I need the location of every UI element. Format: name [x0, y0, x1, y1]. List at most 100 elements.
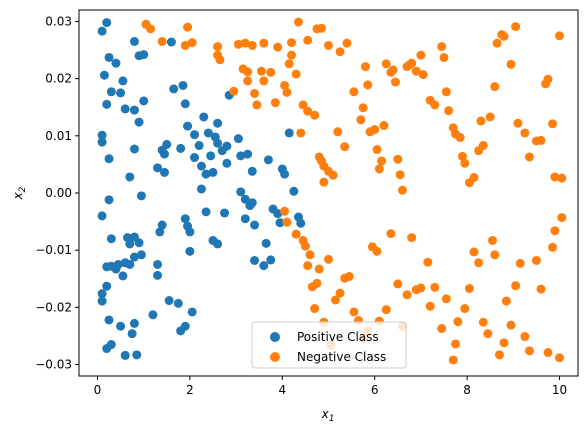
positive-class-point [196, 184, 206, 194]
negative-class-point [499, 31, 509, 41]
positive-class-point [104, 195, 114, 205]
negative-class-point [536, 135, 546, 145]
negative-class-point [349, 87, 359, 97]
negative-class-point [291, 69, 301, 79]
positive-class-point [136, 250, 146, 260]
negative-class-point [499, 338, 509, 348]
negative-class-point [515, 258, 525, 268]
positive-class-point [289, 186, 299, 196]
x-tick-label: 8 [463, 383, 471, 397]
positive-class-point [106, 87, 116, 97]
positive-class-point [104, 52, 114, 62]
negative-class-point [469, 247, 479, 257]
positive-class-point [159, 167, 169, 177]
positive-class-point [273, 209, 283, 219]
negative-class-point [247, 40, 257, 50]
positive-class-point [250, 255, 260, 265]
positive-class-point [275, 218, 285, 228]
negative-class-point [381, 305, 391, 315]
positive-class-point [296, 218, 306, 228]
positive-class-point [129, 105, 139, 115]
negative-class-point [444, 106, 454, 116]
negative-class-point [423, 257, 433, 267]
negative-class-point [453, 317, 463, 327]
negative-class-point [379, 121, 389, 131]
legend-marker-positive [270, 332, 280, 342]
positive-class-point [116, 321, 126, 331]
negative-class-point [478, 317, 488, 327]
negative-class-point [287, 50, 297, 60]
negative-class-point [280, 206, 290, 216]
negative-class-point [557, 173, 567, 183]
x-tick-label: 6 [371, 383, 379, 397]
negative-class-point [266, 67, 276, 77]
negative-class-point [358, 103, 368, 113]
negative-class-point [356, 115, 366, 125]
negative-class-point [259, 38, 269, 48]
negative-class-point [386, 229, 396, 239]
negative-class-point [550, 226, 560, 236]
negative-class-point [324, 40, 333, 50]
negative-class-point [293, 17, 303, 27]
negative-class-point [180, 40, 190, 50]
negative-class-point [372, 145, 382, 155]
positive-class-point [120, 104, 130, 114]
negative-class-point [494, 350, 504, 360]
negative-class-point [464, 284, 474, 294]
positive-class-point [136, 191, 146, 201]
negative-class-point [303, 35, 313, 45]
negative-class-point [330, 295, 340, 305]
positive-class-point [185, 227, 195, 237]
y-tick-label: 0.01 [45, 129, 72, 143]
negative-class-point [437, 324, 447, 334]
positive-class-point [208, 167, 218, 177]
positive-class-point [236, 151, 246, 161]
negative-class-point [520, 332, 530, 342]
negative-class-point [335, 47, 345, 57]
negative-class-point [439, 52, 449, 62]
positive-class-point [263, 155, 273, 165]
positive-class-point [233, 134, 243, 144]
negative-class-point [328, 170, 338, 180]
negative-class-point [506, 320, 516, 330]
negative-class-point [397, 185, 407, 195]
positive-class-point [97, 130, 107, 140]
positive-class-point [127, 329, 137, 339]
negative-class-point [416, 50, 426, 60]
negative-class-point [437, 42, 447, 52]
positive-class-point [129, 318, 139, 328]
negative-class-point [460, 304, 470, 314]
negative-class-point [441, 294, 451, 304]
positive-class-point [190, 153, 200, 163]
negative-class-point [238, 64, 248, 74]
negative-class-point [511, 22, 521, 32]
y-tick-label: −0.01 [35, 243, 72, 257]
negative-class-point [474, 258, 484, 268]
negative-class-point [488, 235, 498, 245]
negative-class-point [303, 106, 313, 116]
negative-class-point [388, 65, 398, 75]
negative-class-point [363, 80, 373, 90]
negative-class-point [157, 36, 167, 46]
positive-class-point [97, 26, 107, 36]
negative-class-point [402, 290, 412, 300]
x-axis-label: x1 [321, 407, 335, 424]
negative-class-point [469, 173, 479, 183]
y-tick-label: 0.00 [45, 186, 72, 200]
negative-class-point [531, 255, 541, 265]
y-tick-label: 0.03 [45, 14, 72, 28]
positive-class-point [139, 96, 149, 106]
positive-class-point [104, 154, 114, 164]
negative-class-point [448, 355, 458, 365]
positive-class-point [132, 350, 142, 360]
negative-class-point [492, 38, 502, 48]
positive-class-point [116, 88, 126, 98]
positive-class-point [201, 169, 211, 179]
positive-class-point [201, 207, 211, 217]
negative-class-point [146, 24, 156, 34]
negative-class-point [455, 133, 465, 143]
positive-class-point [129, 144, 139, 154]
positive-class-point [153, 163, 163, 173]
negative-class-point [243, 76, 253, 86]
negative-class-point [555, 353, 565, 363]
